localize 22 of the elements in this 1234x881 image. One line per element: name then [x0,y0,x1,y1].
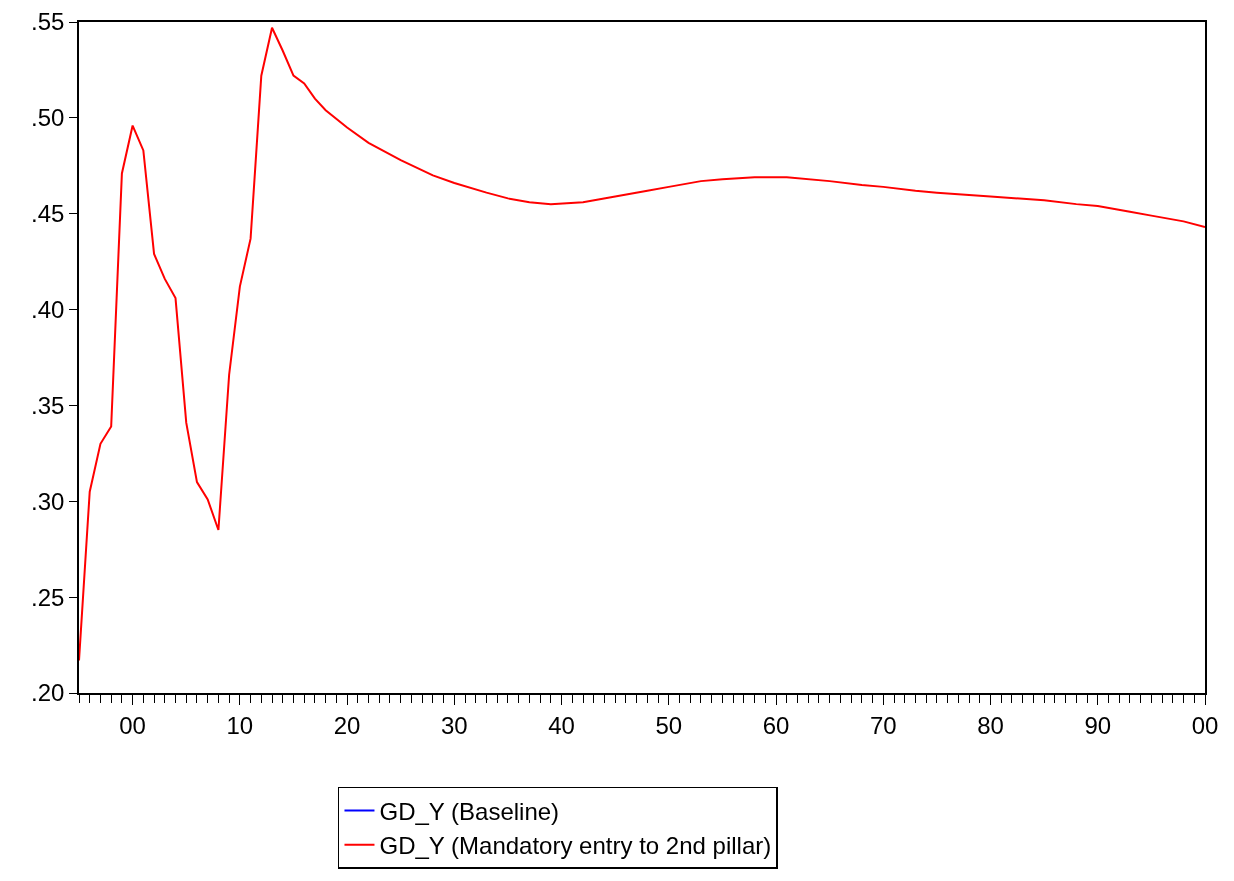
y-tick-label: .25 [31,583,65,611]
x-tick-label: 80 [977,711,1004,739]
y-tick-label: .20 [31,679,65,707]
y-tick-label: .40 [31,295,65,323]
legend-label: GD_Y (Baseline) [379,797,560,825]
x-tick-label: 70 [869,711,897,739]
x-tick-label: 40 [548,711,575,739]
x-tick-label: 00 [1191,711,1219,739]
y-tick-label: .50 [31,104,65,132]
y-tick-label: .55 [31,8,65,36]
x-tick-label: 50 [655,711,683,739]
x-tick-label: 00 [119,711,146,739]
x-tick-label: 60 [762,711,790,739]
x-tick-label: 20 [333,711,361,739]
x-tick-label: 10 [226,711,254,739]
legend-label: GD_Y (Mandatory entry to 2nd pillar) [379,832,772,860]
x-tick-label: 90 [1084,711,1112,739]
y-tick-label: .45 [31,200,65,228]
x-tick-label: 30 [440,711,468,739]
y-tick-label: .35 [31,391,65,419]
line-series [79,26,1205,662]
y-tick-label: .30 [31,487,65,515]
